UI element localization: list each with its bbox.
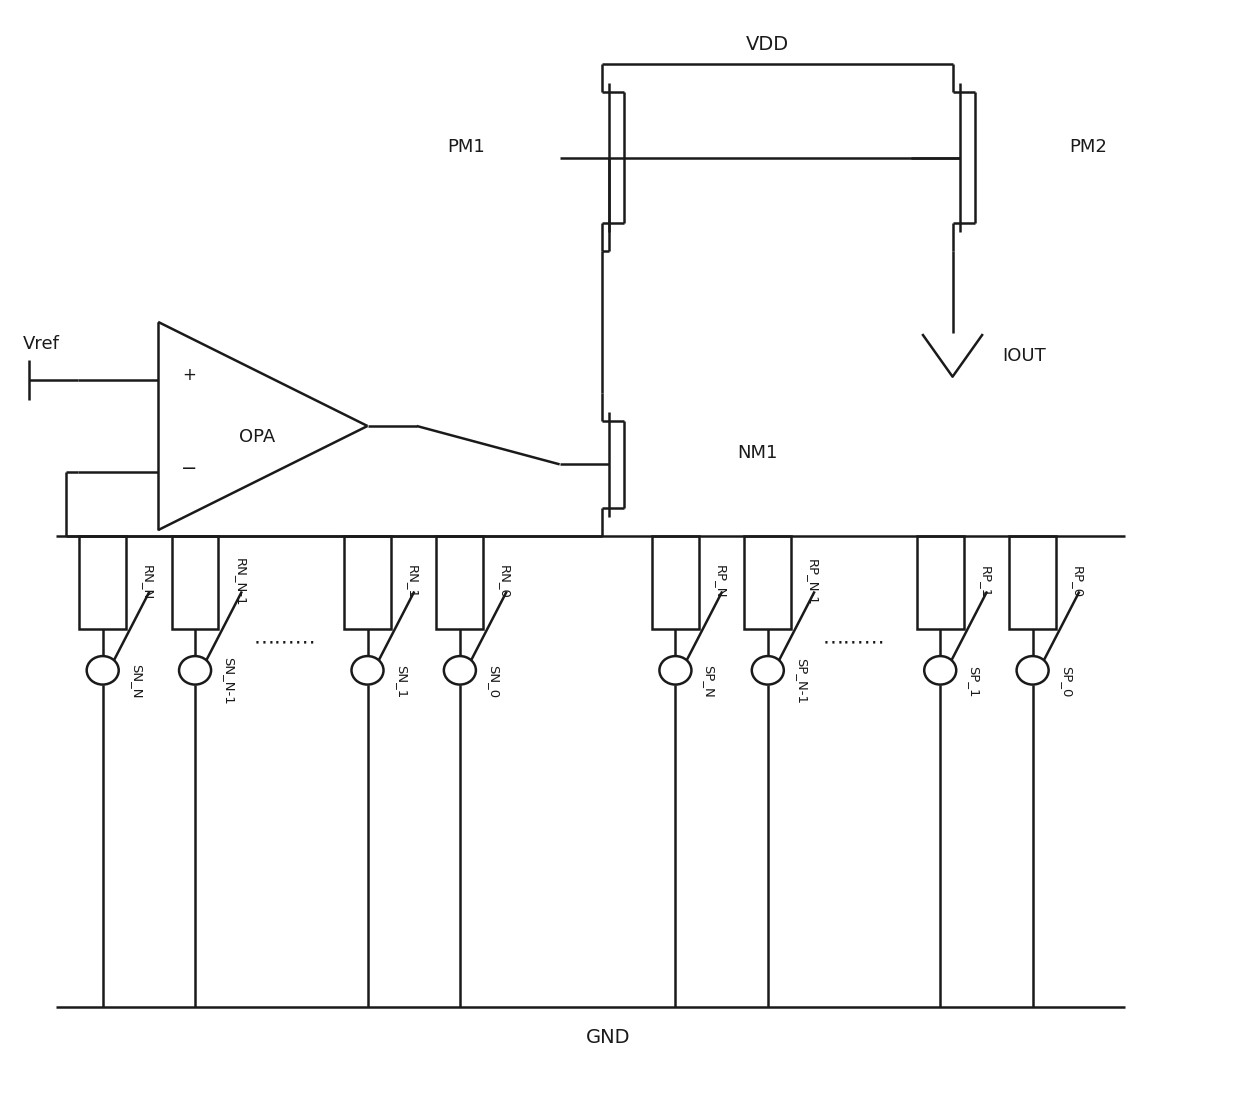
Text: OPA: OPA (238, 428, 275, 446)
Text: PM1: PM1 (448, 138, 485, 156)
Text: PM2: PM2 (1070, 138, 1107, 156)
Bar (1009, 535, 1056, 628)
Text: RN_1: RN_1 (405, 565, 419, 599)
Text: RP_N: RP_N (713, 565, 727, 598)
Bar (744, 535, 791, 628)
Text: RP_N-1: RP_N-1 (806, 559, 818, 605)
Text: RN_0: RN_0 (498, 565, 511, 599)
Text: SP_N-1: SP_N-1 (795, 658, 808, 704)
Bar (916, 535, 963, 628)
Bar (436, 535, 484, 628)
Text: SN_0: SN_0 (487, 665, 500, 698)
Text: SN_N: SN_N (130, 664, 143, 699)
Text: NM1: NM1 (737, 445, 777, 463)
Bar (79, 535, 126, 628)
Text: −: − (181, 459, 197, 478)
Text: SP_0: SP_0 (1060, 666, 1073, 697)
Text: RN_N: RN_N (141, 564, 154, 599)
Text: SP_N: SP_N (703, 665, 715, 698)
Text: +: + (182, 365, 196, 384)
Text: ⋯⋯⋯: ⋯⋯⋯ (254, 633, 316, 652)
Text: SN_1: SN_1 (394, 665, 408, 698)
Text: RN_N-1: RN_N-1 (233, 558, 247, 606)
Text: ⋯⋯⋯: ⋯⋯⋯ (822, 633, 885, 652)
Text: GND: GND (585, 1028, 630, 1047)
Text: RP_0: RP_0 (1071, 566, 1084, 598)
Bar (652, 535, 699, 628)
Text: RP_1: RP_1 (978, 566, 992, 598)
Text: SP_1: SP_1 (967, 666, 981, 697)
Text: IOUT: IOUT (1002, 347, 1045, 365)
Text: Vref: Vref (22, 335, 60, 353)
Text: SN_N-1: SN_N-1 (222, 657, 236, 705)
Bar (171, 535, 218, 628)
Text: VDD: VDD (746, 35, 790, 54)
Bar (345, 535, 391, 628)
